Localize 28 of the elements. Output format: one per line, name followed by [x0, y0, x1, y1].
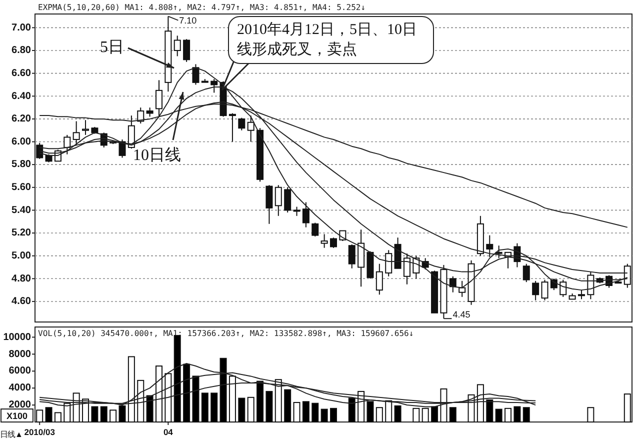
y-tick-label: 8000: [8, 348, 32, 360]
annotation: 2010年4月12日，5日、10日线形成死叉，卖点: [228, 16, 434, 64]
y-tick-label: 7.00: [12, 22, 32, 34]
y-tick-label: 2000: [8, 400, 32, 411]
y-tick-label: 6.80: [12, 45, 32, 56]
y-tick-label: 6.40: [12, 90, 32, 102]
y-tick-label: 5.00: [12, 250, 32, 262]
y-tick-label: 5.40: [12, 204, 32, 216]
y-tick-label: 5.20: [12, 228, 32, 239]
annotation: 5日: [100, 39, 124, 56]
annotation: 7.10: [179, 15, 197, 26]
y-tick-label: 5.60: [12, 182, 32, 194]
annotation: 4.45: [452, 310, 470, 320]
y-tick-label: 6.60: [12, 68, 32, 79]
annotation: 10日线: [133, 146, 181, 164]
y-tick-label: 4.80: [12, 273, 32, 284]
chart-title: EXPMA(5,10,20,60) MA1: 4.808↑, MA2: 4.797↑, MA3: 4.851↑, MA4: 5.252↓: [38, 3, 366, 12]
x-tick-label: 2010/03: [24, 427, 56, 437]
y-tick-label: 4000: [8, 382, 32, 394]
text: X100: [6, 411, 28, 421]
y-tick-label: 6.00: [12, 136, 32, 148]
y-tick-label: 10000: [3, 332, 32, 343]
y-tick-label: 6.20: [12, 114, 32, 125]
y-tick-label: 5.80: [12, 159, 32, 170]
text: 日线▲: [0, 430, 22, 439]
y-tick-label: 4.60: [12, 296, 32, 308]
y-tick-label: 6000: [8, 366, 32, 377]
x-tick-label: 04: [163, 427, 174, 437]
